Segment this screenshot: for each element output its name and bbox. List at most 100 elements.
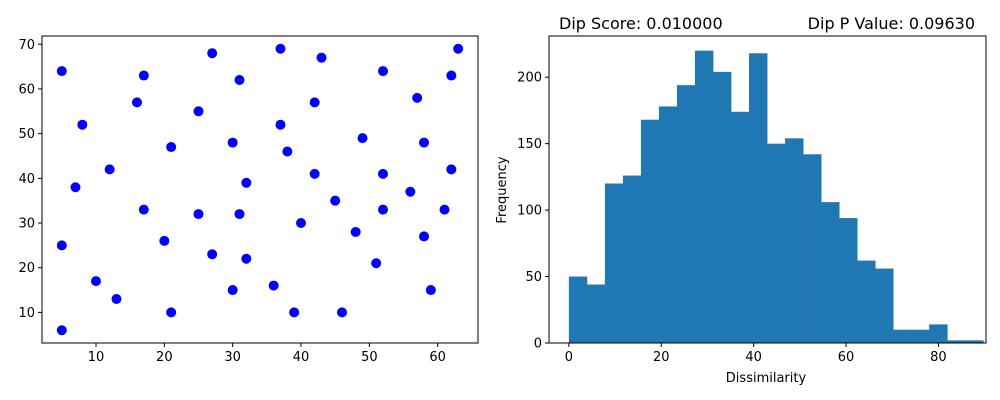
histogram-bar — [622, 175, 642, 343]
histogram-bar — [604, 183, 624, 343]
scatter-axes-frame — [41, 35, 479, 344]
scatter-point — [234, 75, 245, 86]
scatter-point — [425, 285, 436, 296]
scatter-y-ticks: 10 20 30 40 50 60 70 — [18, 38, 42, 321]
scatter-point — [104, 164, 115, 175]
scatter-point — [419, 137, 430, 148]
histogram-bar — [731, 111, 750, 343]
scatter-point — [166, 142, 177, 153]
scatter-point — [289, 307, 300, 318]
scatter-plot: 10 20 30 40 50 60 10 20 30 40 50 60 70 — [18, 35, 479, 365]
histogram-axes-frame — [548, 35, 987, 344]
histogram-x-ticks: 0 20 40 60 80 — [565, 343, 947, 365]
scatter-point — [439, 204, 450, 215]
scatter-point — [316, 52, 327, 63]
scatter-point — [275, 119, 286, 130]
scatter-point — [296, 218, 307, 229]
scatter-point — [241, 253, 252, 264]
histogram-x-axis-label: Dissimilarity — [726, 371, 807, 386]
scatter-point — [371, 258, 382, 269]
histogram-bar — [803, 154, 822, 343]
histogram-bar — [676, 85, 696, 343]
scatter-y-tick-label: 70 — [18, 38, 35, 53]
scatter-point — [234, 209, 245, 220]
histogram-x-tick-label: 20 — [653, 350, 670, 365]
histogram-y-tick-label: 0 — [534, 337, 542, 352]
histogram-bar — [929, 324, 948, 343]
scatter-x-ticks: 10 20 30 40 50 60 — [88, 343, 446, 365]
scatter-point — [378, 168, 389, 179]
scatter-point — [193, 209, 204, 220]
histogram-bar — [658, 106, 678, 344]
histogram-x-tick-label: 60 — [838, 350, 855, 365]
scatter-point — [378, 66, 389, 77]
scatter-y-tick-label: 40 — [18, 172, 35, 187]
scatter-point — [268, 280, 279, 291]
histogram-x-tick-label: 80 — [930, 350, 947, 365]
scatter-point — [453, 43, 464, 54]
scatter-point — [309, 168, 320, 179]
histogram-bar — [767, 143, 786, 343]
histogram-bar — [857, 260, 876, 343]
histogram-bar — [586, 284, 606, 343]
scatter-point — [330, 195, 341, 206]
scatter-y-tick-label: 50 — [18, 127, 35, 142]
histogram-bar — [749, 53, 768, 343]
histogram-y-tick-label: 150 — [517, 137, 542, 152]
scatter-y-tick-label: 60 — [18, 82, 35, 97]
scatter-y-tick-label: 10 — [18, 306, 35, 321]
scatter-points — [56, 43, 464, 336]
histogram-y-axis-label: Frequency — [495, 156, 510, 223]
scatter-point — [241, 177, 252, 188]
scatter-point — [138, 70, 149, 81]
scatter-point — [207, 48, 218, 59]
scatter-point — [77, 119, 88, 130]
scatter-point — [227, 137, 238, 148]
histogram-bar — [965, 340, 984, 343]
histogram-y-tick-label: 200 — [517, 71, 542, 86]
histogram-bar — [785, 138, 804, 343]
histogram-y-ticks: 0 50 100 150 200 — [517, 71, 549, 352]
histogram-y-tick-label: 100 — [517, 204, 542, 219]
scatter-point — [70, 182, 81, 193]
histogram-plot: 0 20 40 60 80 0 50 100 150 200 Dip Score: 0.0100… — [495, 14, 987, 386]
histogram-bar — [839, 218, 858, 343]
scatter-point — [56, 240, 67, 251]
scatter-point — [357, 133, 368, 144]
scatter-point — [193, 106, 204, 117]
histogram-x-tick-label: 40 — [745, 350, 762, 365]
histogram-bar — [911, 329, 930, 343]
histogram-bar — [893, 329, 912, 343]
scatter-point — [159, 235, 170, 246]
scatter-point — [405, 186, 416, 197]
histogram-y-tick-label: 50 — [525, 270, 542, 285]
scatter-point — [275, 43, 286, 54]
scatter-point — [166, 307, 177, 318]
histogram-bar — [568, 276, 588, 343]
histogram-bar — [875, 268, 894, 343]
scatter-y-tick-label: 20 — [18, 261, 35, 276]
histogram-bars — [568, 50, 984, 344]
scatter-x-tick-label: 30 — [224, 350, 241, 365]
scatter-point — [56, 325, 67, 336]
scatter-point — [446, 70, 457, 81]
scatter-point — [131, 97, 142, 108]
scatter-point — [446, 164, 457, 175]
scatter-point — [309, 97, 320, 108]
histogram-bar — [947, 340, 966, 343]
histogram-title-right: Dip P Value: 0.09630 — [808, 14, 975, 33]
histogram-bar — [821, 202, 840, 343]
scatter-point — [90, 276, 101, 287]
scatter-point — [111, 293, 122, 304]
scatter-point — [207, 249, 218, 260]
scatter-point — [138, 204, 149, 215]
scatter-point — [350, 226, 361, 237]
histogram-title-left: Dip Score: 0.010000 — [559, 14, 723, 33]
histogram-bar — [640, 119, 660, 344]
scatter-x-tick-label: 50 — [361, 350, 378, 365]
scatter-x-tick-label: 20 — [156, 350, 173, 365]
scatter-point — [378, 204, 389, 215]
scatter-point — [419, 231, 430, 242]
scatter-point — [227, 285, 238, 296]
